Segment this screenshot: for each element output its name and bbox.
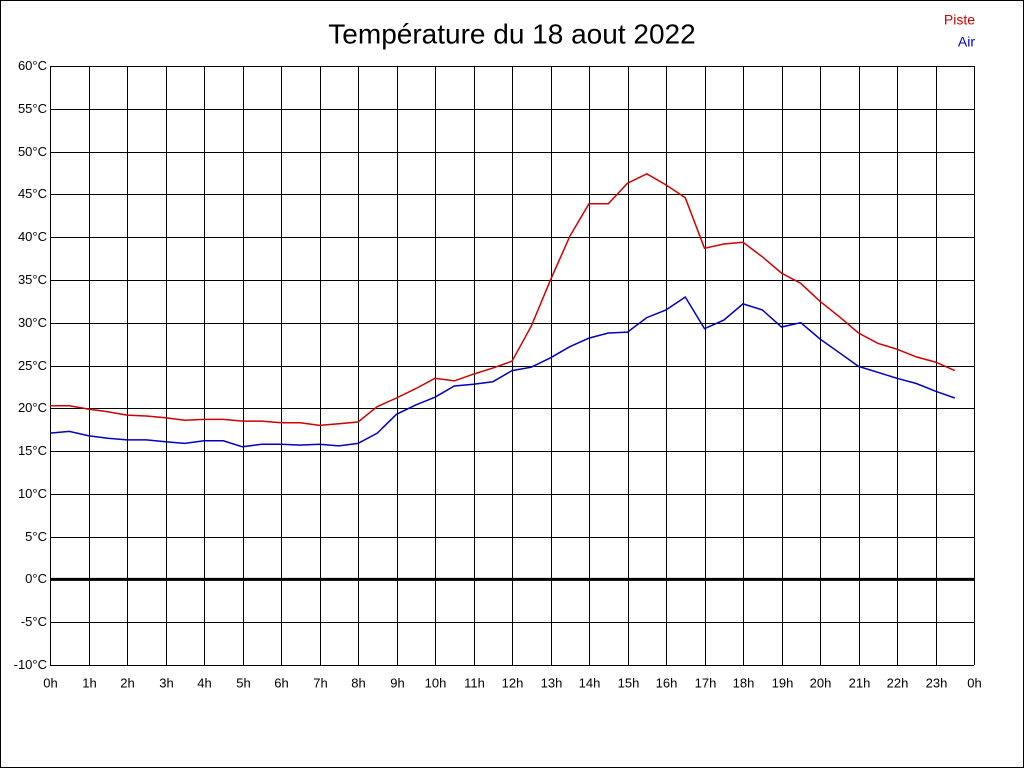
- y-tick-label: 35°C: [18, 272, 47, 287]
- x-tick-label: 23h: [926, 675, 948, 690]
- y-tick-label: 5°C: [25, 529, 47, 544]
- y-tick-label: 20°C: [18, 400, 47, 415]
- x-tick-label: 21h: [849, 675, 871, 690]
- y-tick-label: 25°C: [18, 358, 47, 373]
- legend-label: Air: [958, 34, 975, 50]
- x-tick-label: 8h: [351, 675, 365, 690]
- y-tick-label: 55°C: [18, 101, 47, 116]
- x-tick-label: 14h: [579, 675, 601, 690]
- x-tick-label: 13h: [541, 675, 563, 690]
- y-tick-label: 30°C: [18, 315, 47, 330]
- x-tick-label: 10h: [425, 675, 447, 690]
- x-tick-label: 2h: [120, 675, 134, 690]
- x-tick-label: 11h: [464, 675, 485, 690]
- x-tick-label: 6h: [274, 675, 288, 690]
- legend-label: Piste: [944, 12, 975, 28]
- x-tick-label: 16h: [656, 675, 678, 690]
- x-tick-label: 0h: [43, 675, 57, 690]
- y-tick-label: 45°C: [18, 186, 47, 201]
- x-tick-label: 12h: [502, 675, 524, 690]
- x-tick-label: 0h: [967, 675, 981, 690]
- y-tick-label: 60°C: [18, 58, 47, 73]
- y-tick-label: 40°C: [18, 229, 47, 244]
- series-line: [49, 295, 956, 448]
- x-tick-label: 3h: [159, 675, 173, 690]
- x-tick-label: 7h: [313, 675, 327, 690]
- x-tick-label: 18h: [733, 675, 755, 690]
- x-tick-label: 5h: [236, 675, 250, 690]
- y-tick-label: 10°C: [18, 486, 47, 501]
- y-tick-label: -10°C: [14, 657, 47, 672]
- x-tick-label: 4h: [197, 675, 211, 690]
- y-tick-label: -5°C: [21, 614, 47, 629]
- x-tick-label: 9h: [390, 675, 404, 690]
- x-tick-label: 22h: [887, 675, 909, 690]
- y-tick-label: 50°C: [18, 144, 47, 159]
- y-tick-label: 0°C: [25, 571, 47, 586]
- chart-title: Température du 18 aout 2022: [328, 18, 695, 49]
- x-tick-label: 19h: [772, 675, 794, 690]
- x-tick-label: 20h: [810, 675, 832, 690]
- x-tick-label: 17h: [695, 675, 717, 690]
- x-tick-label: 15h: [618, 675, 640, 690]
- series-line: [50, 172, 956, 427]
- y-tick-label: 15°C: [18, 443, 47, 458]
- x-tick-label: 1h: [82, 675, 96, 690]
